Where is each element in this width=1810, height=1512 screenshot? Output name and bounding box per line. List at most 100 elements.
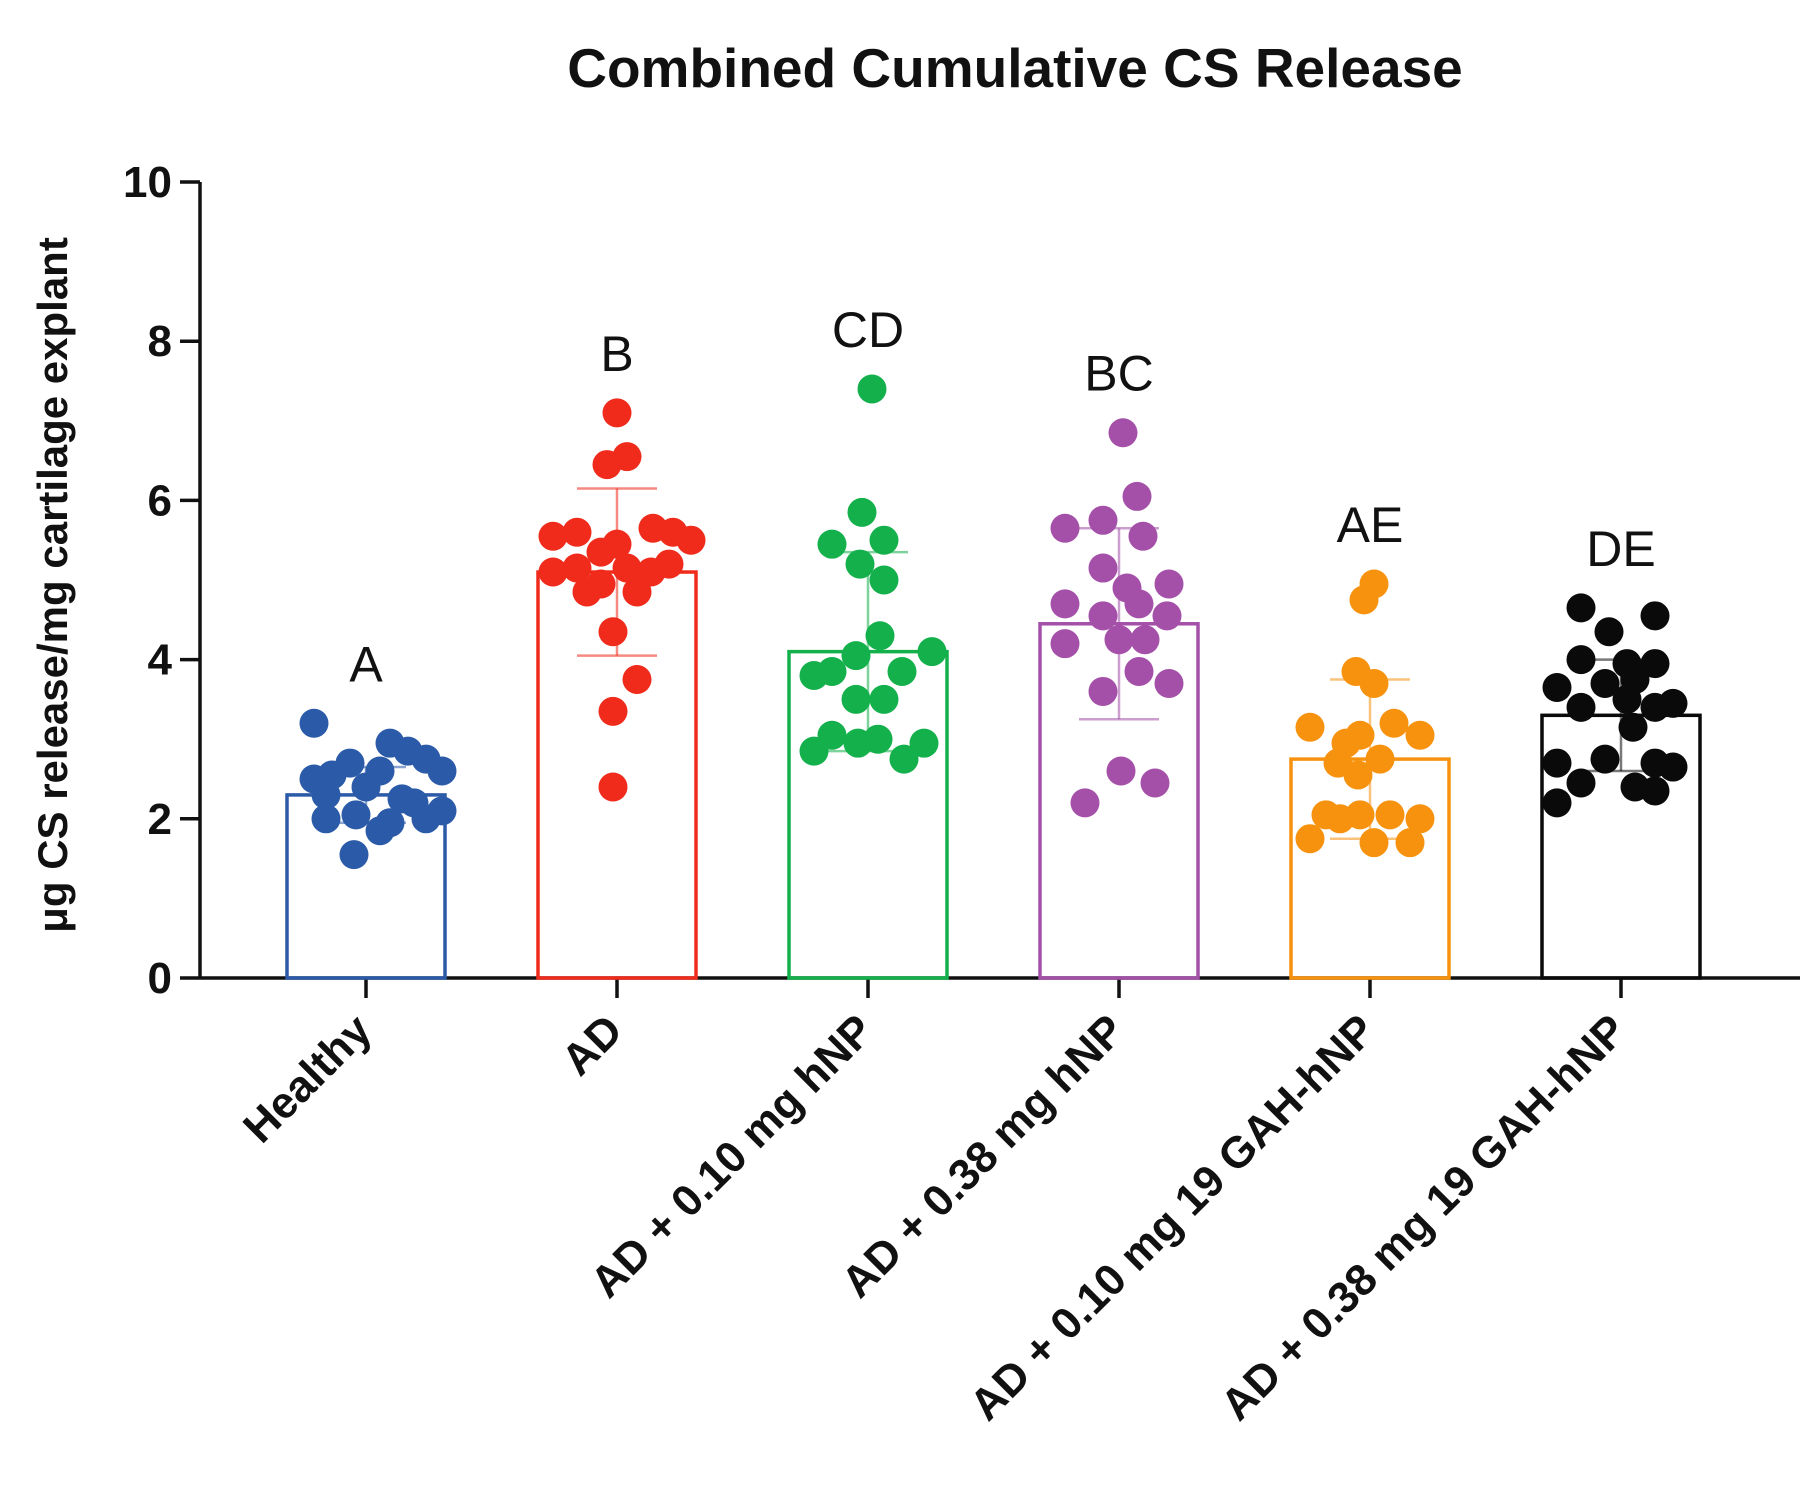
data-point (1542, 672, 1572, 702)
data-point (887, 657, 917, 687)
data-point (841, 684, 871, 714)
data-point (1122, 481, 1152, 511)
y-tick-label: 6 (148, 476, 172, 525)
data-point (799, 736, 829, 766)
data-point (1070, 788, 1100, 818)
data-point (857, 374, 887, 404)
bar-group-1: A Healthy (234, 636, 457, 1152)
bar-group-4: BC AD + 0.38 mg hNP (832, 346, 1200, 1307)
data-point (1640, 649, 1670, 679)
data-point (917, 637, 947, 667)
data-point (1542, 788, 1572, 818)
data-point (1124, 589, 1154, 619)
data-point (598, 772, 628, 802)
data-point (1405, 804, 1435, 834)
data-point (676, 525, 706, 555)
data-point (598, 696, 628, 726)
bar-group-2: B AD (536, 326, 706, 1085)
data-point (909, 728, 939, 758)
data-point (1542, 748, 1572, 778)
data-point (311, 804, 341, 834)
data-point (1154, 569, 1184, 599)
data-point (351, 772, 381, 802)
data-point (1088, 553, 1118, 583)
data-point (1108, 418, 1138, 448)
data-point (843, 728, 873, 758)
data-point (654, 549, 684, 579)
data-point (538, 521, 568, 551)
y-tick-label: 4 (148, 636, 173, 685)
data-point (1359, 569, 1389, 599)
data-point (1325, 804, 1355, 834)
data-point (1640, 776, 1670, 806)
significance-letter: AE (1337, 497, 1404, 553)
data-point (845, 549, 875, 579)
data-point (869, 525, 899, 555)
data-point (1566, 692, 1596, 722)
data-point (1612, 684, 1642, 714)
significance-letter: A (349, 636, 383, 692)
data-point (602, 529, 632, 559)
data-point (1658, 752, 1688, 782)
y-tick-label: 0 (148, 954, 172, 1003)
data-point (339, 840, 369, 870)
data-point (1640, 601, 1670, 631)
y-axis-label: μg CS release/mg cartilage explant (29, 237, 76, 933)
x-tick-label: AD + 0.10 mg 19 GAH-hNP (961, 1005, 1386, 1430)
data-point (1566, 593, 1596, 623)
data-point (1088, 505, 1118, 535)
data-point (1088, 676, 1118, 706)
data-point (562, 553, 592, 583)
data-point (1088, 601, 1118, 631)
data-point (1140, 768, 1170, 798)
data-point (365, 816, 395, 846)
plot-area: 0 2 4 6 8 10 A Healthy B AD CD AD + 0.10 mg hNP BC AD… (123, 158, 1800, 1430)
data-point (427, 796, 457, 826)
data-point (841, 641, 871, 671)
x-tick-label: AD + 0.38 mg 19 GAH-hNP (1212, 1005, 1637, 1430)
data-point (1343, 760, 1373, 790)
significance-letter: BC (1084, 346, 1153, 402)
data-point (1566, 645, 1596, 675)
data-point (622, 665, 652, 694)
data-point (1124, 657, 1154, 687)
significance-letter: DE (1586, 521, 1655, 577)
data-point (598, 617, 628, 647)
significance-letter: CD (832, 302, 904, 358)
data-point (1395, 828, 1425, 858)
data-point (612, 442, 642, 472)
data-point (1050, 589, 1080, 619)
y-tick-label: 8 (148, 317, 172, 366)
data-point (1365, 744, 1395, 774)
data-point (869, 565, 899, 595)
data-point (1658, 688, 1688, 718)
data-point (865, 621, 895, 651)
data-point (1566, 768, 1596, 798)
data-point (869, 684, 899, 714)
data-point (889, 744, 919, 774)
data-point (602, 398, 632, 428)
data-point (622, 577, 652, 607)
y-tick-label: 2 (148, 795, 172, 844)
data-point (847, 497, 877, 527)
data-point (1590, 744, 1620, 774)
data-point (427, 756, 457, 786)
x-tick-label: Healthy (234, 1005, 381, 1152)
data-point (1375, 800, 1405, 830)
data-point (1106, 756, 1136, 786)
bar-group-6: DE AD + 0.38 mg 19 GAH-hNP (1212, 521, 1702, 1430)
data-point (572, 577, 602, 607)
data-point (387, 784, 417, 814)
data-point (1154, 668, 1184, 698)
data-point (1295, 712, 1325, 742)
data-point (1594, 617, 1624, 647)
x-tick-label: AD + 0.38 mg hNP (832, 1005, 1134, 1307)
data-point (341, 800, 371, 830)
data-point (1128, 521, 1158, 551)
data-point (1590, 668, 1620, 698)
data-point (562, 517, 592, 547)
data-point (1152, 601, 1182, 631)
data-point (299, 708, 329, 738)
significance-letter: B (600, 326, 633, 382)
